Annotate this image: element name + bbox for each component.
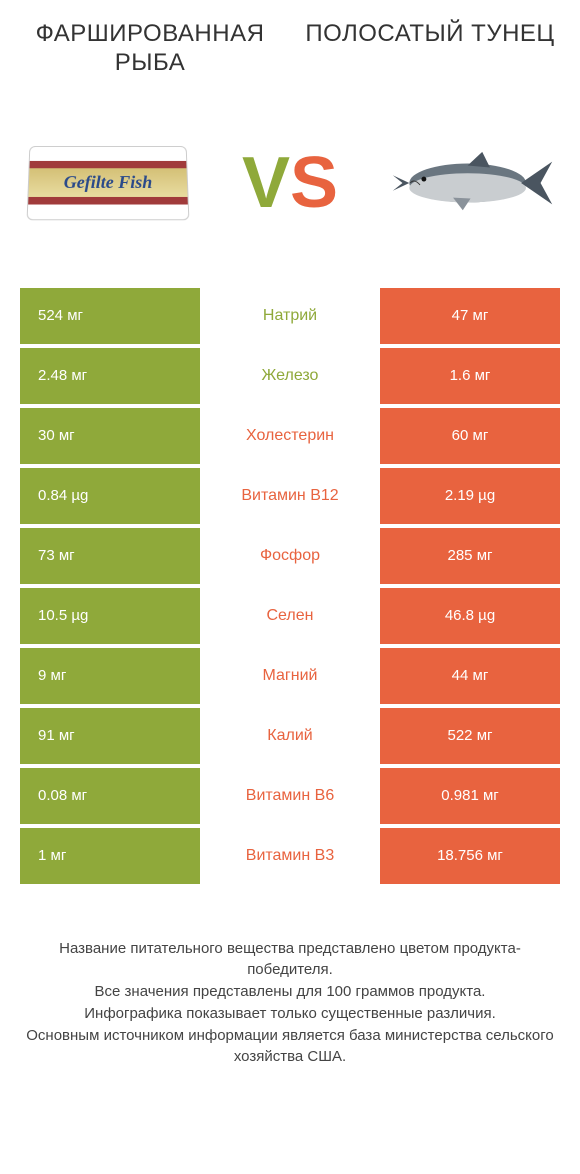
footer-line-1: Название питательного вещества представл… <box>20 938 560 982</box>
footer-notes: Название питательного вещества представл… <box>0 888 580 1089</box>
right-product-title: ПОЛОСАТЫЙ ТУНЕЦ <box>290 20 570 78</box>
table-row: 30 мгХолестерин60 мг <box>20 408 560 464</box>
right-value-cell: 522 мг <box>380 708 560 764</box>
table-row: 524 мгНатрий47 мг <box>20 288 560 344</box>
tuna-fish-icon <box>385 143 560 223</box>
nutrient-label: Фосфор <box>200 528 380 584</box>
right-value-cell: 44 мг <box>380 648 560 704</box>
nutrient-label: Холестерин <box>200 408 380 464</box>
table-row: 73 мгФосфор285 мг <box>20 528 560 584</box>
table-row: 0.84 µgВитамин B122.19 µg <box>20 468 560 524</box>
vs-v-letter: V <box>242 142 290 224</box>
nutrient-label: Железо <box>200 348 380 404</box>
table-row: 1 мгВитамин B318.756 мг <box>20 828 560 884</box>
left-value-cell: 9 мг <box>20 648 200 704</box>
right-value-cell: 47 мг <box>380 288 560 344</box>
left-value-cell: 1 мг <box>20 828 200 884</box>
nutrient-label: Натрий <box>200 288 380 344</box>
left-value-cell: 0.84 µg <box>20 468 200 524</box>
nutrient-label: Калий <box>200 708 380 764</box>
right-value-cell: 18.756 мг <box>380 828 560 884</box>
right-value-cell: 285 мг <box>380 528 560 584</box>
table-row: 2.48 мгЖелезо1.6 мг <box>20 348 560 404</box>
vs-s-letter: S <box>290 142 338 224</box>
footer-line-3: Инфографика показывает только существенн… <box>20 1003 560 1025</box>
nutrient-label: Витамин B6 <box>200 768 380 824</box>
left-value-cell: 2.48 мг <box>20 348 200 404</box>
table-row: 91 мгКалий522 мг <box>20 708 560 764</box>
left-value-cell: 73 мг <box>20 528 200 584</box>
left-value-cell: 91 мг <box>20 708 200 764</box>
left-value-cell: 30 мг <box>20 408 200 464</box>
nutrient-label: Магний <box>200 648 380 704</box>
table-row: 0.08 мгВитамин B60.981 мг <box>20 768 560 824</box>
nutrient-label: Витамин B3 <box>200 828 380 884</box>
comparison-table: 524 мгНатрий47 мг2.48 мгЖелезо1.6 мг30 м… <box>0 288 580 884</box>
left-value-cell: 524 мг <box>20 288 200 344</box>
left-value-cell: 0.08 мг <box>20 768 200 824</box>
left-product-title: ФАРШИРОВАННАЯ РЫБА <box>10 20 290 78</box>
nutrient-label: Селен <box>200 588 380 644</box>
left-value-cell: 10.5 µg <box>20 588 200 644</box>
right-value-cell: 2.19 µg <box>380 468 560 524</box>
table-row: 10.5 µgСелен46.8 µg <box>20 588 560 644</box>
footer-line-4: Основным источником информации является … <box>20 1025 560 1069</box>
right-product-image <box>385 128 560 238</box>
vs-label: VS <box>242 142 338 224</box>
footer-line-2: Все значения представлены для 100 граммо… <box>20 981 560 1003</box>
right-value-cell: 0.981 мг <box>380 768 560 824</box>
table-row: 9 мгМагний44 мг <box>20 648 560 704</box>
left-product-image: Gefilte Fish <box>20 128 195 238</box>
right-value-cell: 1.6 мг <box>380 348 560 404</box>
vs-row: Gefilte Fish VS <box>0 88 580 288</box>
right-value-cell: 60 мг <box>380 408 560 464</box>
header: ФАРШИРОВАННАЯ РЫБА ПОЛОСАТЫЙ ТУНЕЦ <box>0 0 580 88</box>
right-value-cell: 46.8 µg <box>380 588 560 644</box>
nutrient-label: Витамин B12 <box>200 468 380 524</box>
gefilte-fish-package-icon: Gefilte Fish <box>26 146 189 220</box>
